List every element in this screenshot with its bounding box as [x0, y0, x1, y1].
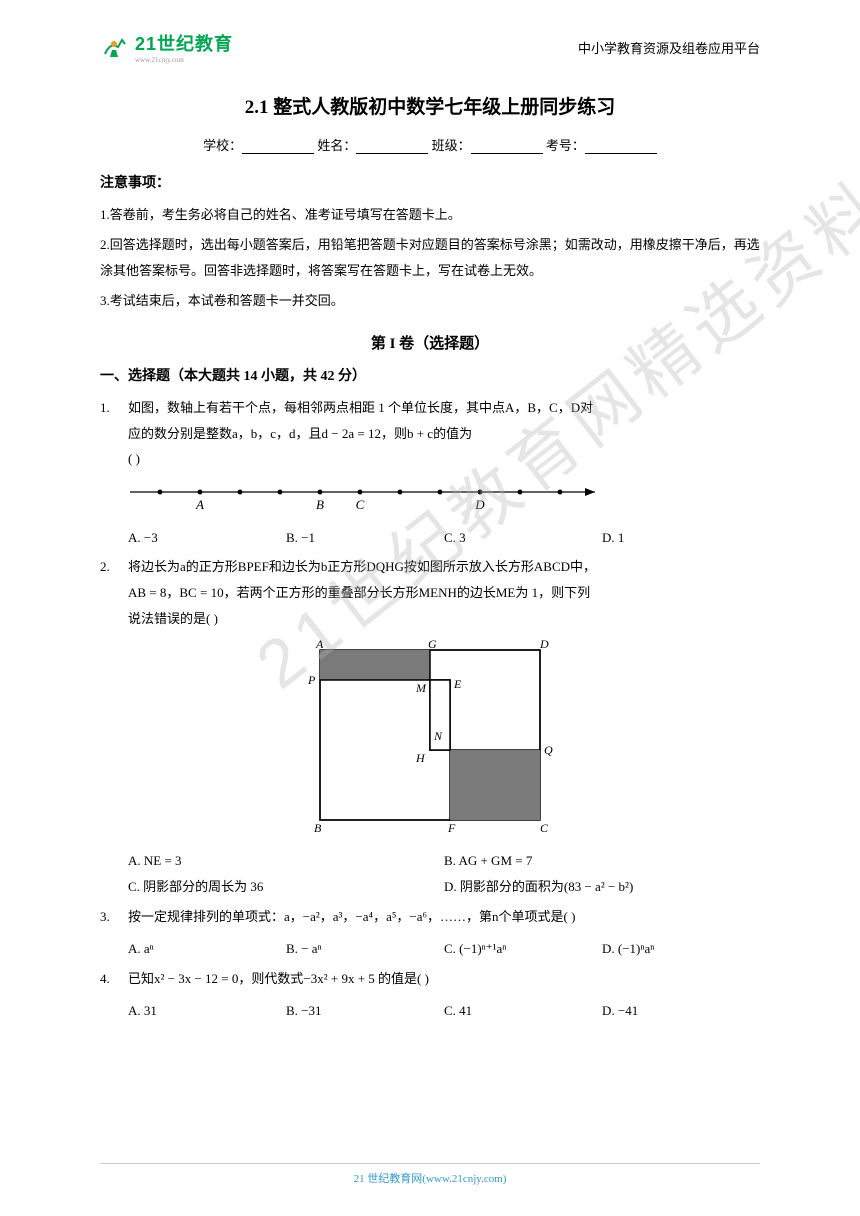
q1-paren: ( ) — [128, 451, 760, 467]
svg-text:M: M — [415, 681, 427, 695]
q3-opt-a: A. aⁿ — [128, 936, 286, 962]
page-title: 2.1 整式人教版初中数学七年级上册同步练习 — [100, 92, 760, 119]
name-label: 姓名： — [317, 135, 356, 154]
q1-options: A. −3 B. −1 C. 3 D. 1 — [128, 530, 760, 546]
q1-line2: 应的数分别是整数a，b，c，d，且d − 2a = 12，则b + c的值为 — [128, 421, 760, 447]
logo-text-block: 21世纪教育 www.21cnjy.com — [135, 30, 233, 64]
svg-text:A: A — [195, 497, 204, 512]
content-area: 2.1 整式人教版初中数学七年级上册同步练习 学校： 姓名： 班级： 考号： 注… — [0, 92, 860, 1024]
q4-opt-b: B. −31 — [286, 998, 444, 1024]
svg-text:Q: Q — [544, 743, 553, 757]
q2-opt-c: C. 阴影部分的周长为 36 — [128, 874, 444, 900]
q4-num: 4. — [100, 966, 128, 1024]
class-blank — [471, 140, 543, 154]
svg-text:E: E — [453, 677, 462, 691]
school-blank — [242, 140, 314, 154]
q4-body: 已知x² − 3x − 12 = 0，则代数式−3x² + 9x + 5 的值是… — [128, 966, 760, 1024]
id-label: 考号： — [546, 135, 585, 154]
notice-1: 1.答卷前，考生务必将自己的姓名、准考证号填写在答题卡上。 — [100, 202, 760, 228]
q2-opt-a: A. NE = 3 — [128, 848, 444, 874]
q3-text: 按一定规律排列的单项式：a，−a²，a³，−a⁴，a⁵，−a⁶，……，第n个单项… — [128, 904, 760, 930]
q3-opt-b: B. − aⁿ — [286, 936, 444, 962]
svg-text:D: D — [474, 497, 485, 512]
q2-opt-b: B. AG + GM = 7 — [444, 848, 760, 874]
q4-opt-d: D. −41 — [602, 998, 760, 1024]
q3-num: 3. — [100, 904, 128, 962]
q4-text: 已知x² − 3x − 12 = 0，则代数式−3x² + 9x + 5 的值是… — [128, 966, 760, 992]
question-2: 2. 将边长为a的正方形BPEF和边长为b正方形DQHG按如图所示放入长方形AB… — [100, 554, 760, 632]
name-blank — [356, 140, 428, 154]
id-blank — [585, 140, 657, 154]
q2-line3: 说法错误的是( ) — [128, 606, 760, 632]
q2-opt-d: D. 阴影部分的面积为(83 − a² − b²) — [444, 874, 760, 900]
logo-icon — [100, 32, 130, 62]
q1-line1: 如图，数轴上有若干个点，每相邻两点相距 1 个单位长度，其中点A，B，C，D对 — [128, 395, 760, 421]
q3-options: A. aⁿ B. − aⁿ C. (−1)ⁿ⁺¹aⁿ D. (−1)ⁿaⁿ — [128, 936, 760, 962]
instructions: 1.答卷前，考生务必将自己的姓名、准考证号填写在答题卡上。 2.回答选择题时，选… — [100, 202, 760, 314]
logo-sub: www.21cnjy.com — [135, 56, 233, 64]
q4-opt-a: A. 31 — [128, 998, 286, 1024]
q2-num: 2. — [100, 554, 128, 632]
notice-3: 3.考试结束后，本试卷和答题卡一并交回。 — [100, 288, 760, 314]
q4-options: A. 31 B. −31 C. 41 D. −41 — [128, 998, 760, 1024]
header-right-text: 中小学教育资源及组卷应用平台 — [578, 38, 760, 57]
section-header: 一、选择题（本大题共 14 小题，共 42 分） — [100, 365, 760, 385]
question-3: 3. 按一定规律排列的单项式：a，−a²，a³，−a⁴，a⁵，−a⁶，……，第n… — [100, 904, 760, 962]
logo-area: 21世纪教育 www.21cnjy.com — [100, 30, 233, 64]
q1-opt-b: B. −1 — [286, 530, 444, 546]
notice-title: 注意事项： — [100, 172, 760, 192]
q2-body: 将边长为a的正方形BPEF和边长为b正方形DQHG按如图所示放入长方形ABCD中… — [128, 554, 760, 632]
q1-opt-c: C. 3 — [444, 530, 602, 546]
logo-text: 21世纪教育 — [135, 34, 233, 54]
svg-text:N: N — [433, 729, 443, 743]
svg-text:B: B — [316, 497, 324, 512]
class-label: 班级： — [432, 135, 471, 154]
q1-opt-d: D. 1 — [602, 530, 760, 546]
svg-text:C: C — [540, 821, 549, 835]
volume-title: 第 I 卷（选择题） — [100, 332, 760, 353]
svg-text:A: A — [315, 640, 324, 651]
svg-text:C: C — [356, 497, 365, 512]
q2-line1: 将边长为a的正方形BPEF和边长为b正方形DQHG按如图所示放入长方形ABCD中… — [128, 554, 760, 580]
meta-row: 学校： 姓名： 班级： 考号： — [100, 135, 760, 154]
q3-body: 按一定规律排列的单项式：a，−a²，a³，−a⁴，a⁵，−a⁶，……，第n个单项… — [128, 904, 760, 962]
q1-opt-a: A. −3 — [128, 530, 286, 546]
page-footer: 21 世纪教育网(www.21cnjy.com) — [100, 1163, 760, 1186]
svg-text:F: F — [447, 821, 456, 835]
page-header: 21世纪教育 www.21cnjy.com 中小学教育资源及组卷应用平台 — [0, 0, 860, 74]
svg-text:P: P — [307, 673, 316, 687]
q2-options: A. NE = 3 B. AG + GM = 7 C. 阴影部分的周长为 36 … — [128, 848, 760, 900]
svg-text:G: G — [428, 640, 437, 651]
q1-num: 1. — [100, 395, 128, 447]
question-1: 1. 如图，数轴上有若干个点，每相邻两点相距 1 个单位长度，其中点A，B，C，… — [100, 395, 760, 447]
notice-2: 2.回答选择题时，选出每小题答案后，用铅笔把答题卡对应题目的答案标号涂黑；如需改… — [100, 232, 760, 284]
q2-figure: A G D P M E N Q H B F C — [100, 640, 760, 840]
svg-text:B: B — [314, 821, 322, 835]
q1-body: 如图，数轴上有若干个点，每相邻两点相距 1 个单位长度，其中点A，B，C，D对 … — [128, 395, 760, 447]
school-label: 学校： — [203, 135, 242, 154]
q2-line2: AB = 8，BC = 10，若两个正方形的重叠部分长方形MENH的边长ME为 … — [128, 580, 760, 606]
q3-opt-d: D. (−1)ⁿaⁿ — [602, 936, 760, 962]
question-4: 4. 已知x² − 3x − 12 = 0，则代数式−3x² + 9x + 5 … — [100, 966, 760, 1024]
svg-text:D: D — [539, 640, 549, 651]
q4-opt-c: C. 41 — [444, 998, 602, 1024]
q3-opt-c: C. (−1)ⁿ⁺¹aⁿ — [444, 936, 602, 962]
svg-text:H: H — [415, 751, 426, 765]
number-line-figure: A B C D — [120, 477, 760, 522]
